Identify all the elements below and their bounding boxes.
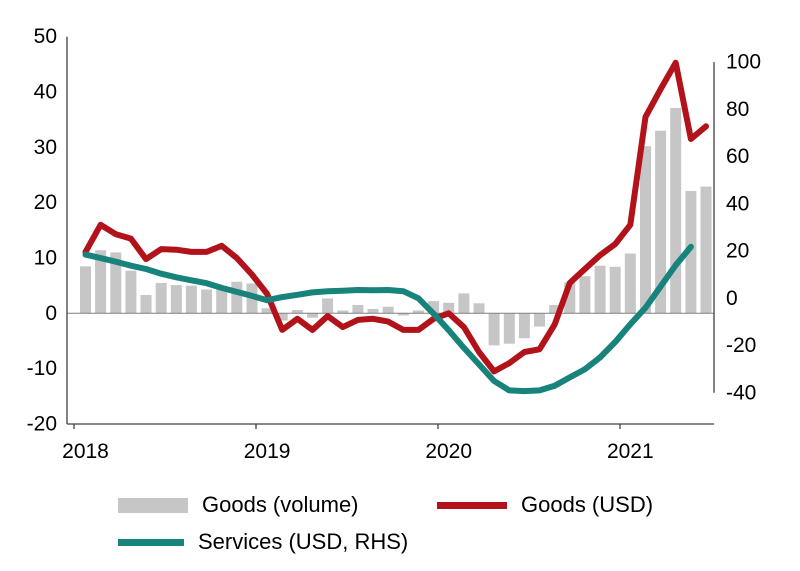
goods-volume-bar xyxy=(110,252,122,314)
goods-volume-bar xyxy=(367,308,379,314)
services-usd-swatch xyxy=(118,538,184,546)
goods-usd-swatch xyxy=(437,501,507,509)
goods-volume-bar xyxy=(685,191,697,314)
goods-volume-bar xyxy=(549,305,561,314)
right-axis-tick-label: 60 xyxy=(726,145,749,168)
goods-volume-bar xyxy=(594,265,606,314)
goods-volume-bar xyxy=(700,186,712,314)
goods-volume-bar xyxy=(291,310,303,314)
goods-volume-bar xyxy=(185,285,197,314)
goods-volume-bar xyxy=(382,306,394,314)
goods-volume-bar xyxy=(640,146,651,314)
left-axis-tick-label: 30 xyxy=(34,136,57,159)
goods-volume-bar xyxy=(564,282,576,314)
goods-volume-bar xyxy=(473,303,485,314)
legend-item-goods-usd: Goods (USD) xyxy=(437,492,653,518)
x-axis-year-label: 2018 xyxy=(62,440,109,463)
goods-usd-line xyxy=(82,59,709,375)
goods-volume-bar xyxy=(503,313,515,344)
left-axis-tick-label: 20 xyxy=(34,191,57,214)
legend-label-goods-volume: Goods (volume) xyxy=(202,492,359,517)
right-axis-tick-label: 100 xyxy=(726,51,761,74)
goods-volume-bar xyxy=(412,310,424,314)
legend-item-goods-volume: Goods (volume) xyxy=(118,492,359,518)
legend-label-services-usd: Services (USD, RHS) xyxy=(198,529,409,554)
right-axis-tick-label: 0 xyxy=(726,287,738,310)
goods-volume-bar xyxy=(579,276,591,314)
goods-volume-bar xyxy=(624,253,636,314)
goods-volume-bar xyxy=(155,282,167,314)
right-axis-tick-label: 40 xyxy=(726,192,749,215)
right-axis-tick-label: -40 xyxy=(726,381,756,404)
goods-volume-bar xyxy=(670,108,682,314)
right-axis-tick-label: 20 xyxy=(726,240,749,263)
goods-volume-bar xyxy=(352,305,364,314)
services-usd-line xyxy=(82,243,694,395)
x-axis-year-label: 2020 xyxy=(425,440,472,463)
left-axis-tick-label: 50 xyxy=(34,25,57,48)
left-axis-tick-label: -10 xyxy=(27,357,57,380)
goods-volume-bar xyxy=(95,250,107,314)
right-axis-tick-label: 80 xyxy=(726,98,749,121)
goods-volume-bar xyxy=(125,270,137,314)
goods-volume-bar xyxy=(488,313,500,346)
goods-volume-bar xyxy=(276,313,288,321)
goods-volume-bar xyxy=(80,266,91,314)
goods-volume-bar xyxy=(458,293,470,314)
goods-volume-bar xyxy=(397,313,409,316)
goods-volume-bar xyxy=(261,308,273,314)
goods-volume-bar xyxy=(307,313,318,318)
left-axis-tick-label: -20 xyxy=(27,413,57,436)
goods-volume-bar xyxy=(609,266,621,314)
goods-volume-bar xyxy=(140,295,152,314)
goods-volume-bar xyxy=(231,281,243,314)
goods-volume-bar xyxy=(518,313,530,339)
x-axis-year-label: 2021 xyxy=(607,440,654,463)
goods-volume-bar xyxy=(655,130,667,314)
goods-volume-bar xyxy=(201,289,213,314)
goods-volume-bar xyxy=(443,302,455,314)
legend-label-goods-usd: Goods (USD) xyxy=(521,492,654,517)
goods-volume-bar xyxy=(534,313,545,327)
goods-volume-bar xyxy=(428,301,440,314)
left-axis-tick-label: 40 xyxy=(34,81,57,104)
goods-volume-bar xyxy=(170,285,182,314)
goods-volume-bar xyxy=(322,298,334,314)
goods-volume-bar xyxy=(216,288,228,314)
legend-item-services-usd: Services (USD, RHS) xyxy=(118,529,408,555)
goods-volume-swatch xyxy=(118,497,188,513)
goods-volume-bar xyxy=(337,310,349,314)
left-axis-tick-label: 0 xyxy=(45,302,57,325)
right-axis-tick-label: -20 xyxy=(726,334,756,357)
x-axis-year-label: 2019 xyxy=(244,440,291,463)
left-axis-tick-label: 10 xyxy=(34,247,57,270)
